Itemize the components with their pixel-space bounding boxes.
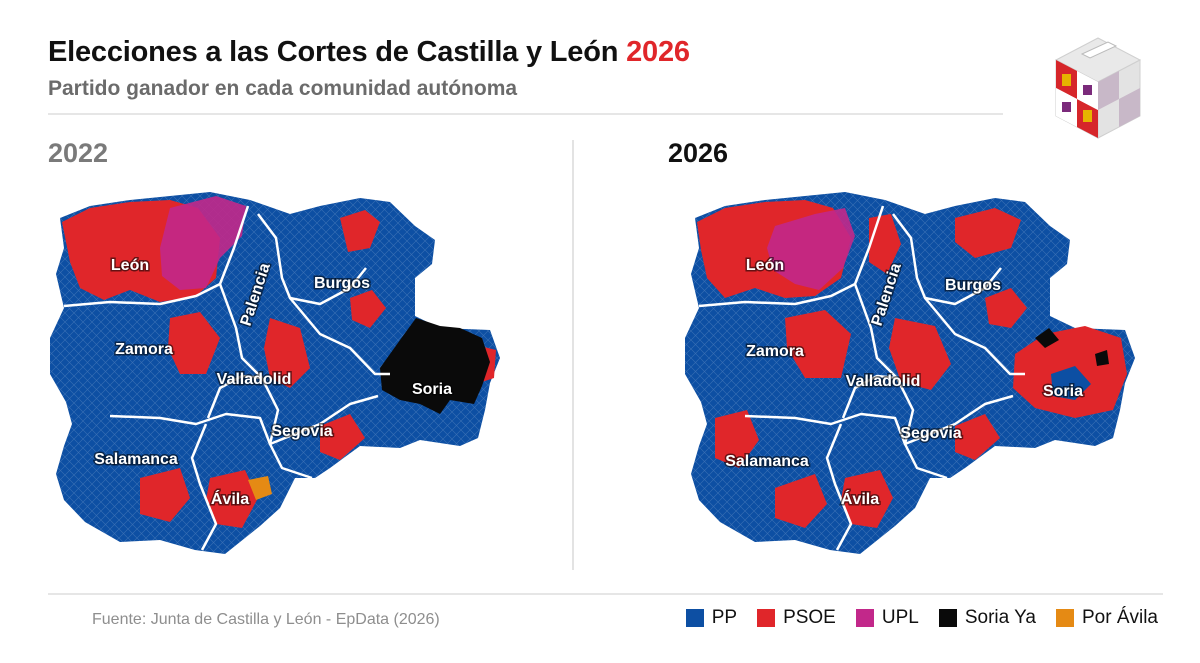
- province-label-segovia: Segovia: [271, 423, 332, 440]
- legend-label-soria-ya: Soria Ya: [964, 607, 1036, 628]
- legend-item-pp: PP: [685, 607, 738, 629]
- province-label-burgos: Burgos: [314, 275, 370, 292]
- psoe-area-avila: [841, 470, 893, 528]
- province-label-avila: Ávila: [841, 489, 879, 508]
- province-label-zamora: Zamora: [746, 343, 804, 360]
- psoe-area-segovia: [320, 414, 365, 460]
- legend-swatch-psoe: [757, 609, 776, 627]
- legend-item-psoe: PSOE: [757, 607, 836, 629]
- soria-ya-area: [1035, 328, 1059, 348]
- title-main: Elecciones a las Cortes de Castilla y Le…: [48, 36, 619, 68]
- psoe-area-salamanca: [715, 410, 759, 468]
- legend-swatch-soria-ya: [938, 609, 957, 627]
- soria-ya-area-2: [1095, 350, 1109, 366]
- psoe-area-burgos-2: [985, 288, 1027, 328]
- province-label-avila: Ávila: [211, 489, 249, 508]
- province-borders: [63, 205, 390, 551]
- chart-subtitle: Partido ganador en cada comunidad autóno…: [48, 77, 518, 100]
- source-note: Fuente: Junta de Castilla y León - EpDat…: [92, 611, 440, 628]
- legend-label-psoe: PSOE: [783, 607, 836, 628]
- chart-title: Elecciones a las Cortes de Castilla y Le…: [48, 36, 690, 69]
- psoe-area-zamora: [785, 310, 851, 378]
- legend-swatch-pp: [685, 609, 704, 627]
- legend-item-soria-ya: Soria Ya: [938, 607, 1036, 629]
- legend-item-por-avila: Por Ávila: [1055, 607, 1158, 629]
- legend: PP PSOE UPL Soria Ya Por Ávila: [685, 607, 1158, 629]
- map-2022: León Palencia Burgos Zamora Valladolid S…: [20, 178, 520, 568]
- legend-label-por-avila: Por Ávila: [1081, 607, 1158, 628]
- province-label-valladolid: Valladolid: [217, 371, 292, 388]
- psoe-area-segovia: [955, 414, 1000, 460]
- header-divider: [48, 113, 1003, 115]
- legend-swatch-upl: [855, 609, 874, 627]
- map-2026: León Palencia Burgos Zamora Valladolid S…: [655, 178, 1155, 568]
- psoe-area-valladolid: [264, 318, 310, 388]
- legend-label-pp: PP: [711, 607, 738, 628]
- province-label-segovia: Segovia: [900, 425, 961, 442]
- maps-divider: [572, 140, 574, 570]
- psoe-area-burgos: [955, 208, 1021, 258]
- legend-swatch-por-avila: [1055, 609, 1074, 627]
- por-avila-area: [248, 476, 272, 500]
- upl-area-leon: [767, 208, 855, 290]
- map-year-2022: 2022: [48, 138, 109, 168]
- psoe-area-avila: [206, 470, 258, 528]
- province-label-soria: Soria: [412, 381, 452, 398]
- province-label-salamanca: Salamanca: [725, 453, 809, 470]
- legend-item-upl: UPL: [855, 607, 919, 629]
- legend-label-upl: UPL: [881, 607, 919, 628]
- psoe-area-burgos: [340, 210, 380, 252]
- soria-ya-area: [380, 318, 490, 414]
- province-label-leon: León: [111, 257, 149, 274]
- province-label-salamanca: Salamanca: [94, 451, 178, 468]
- upl-area-leon: [160, 196, 246, 290]
- psoe-area-salamanca-2: [775, 474, 827, 528]
- province-label-burgos: Burgos: [945, 277, 1001, 294]
- ballot-box-logo-icon: [1052, 30, 1144, 140]
- psoe-area-zamora: [168, 312, 220, 374]
- map-year-2026: 2026: [668, 138, 729, 168]
- province-borders: [698, 205, 1025, 551]
- psoe-area-burgos-2: [350, 290, 386, 328]
- footer-divider: [48, 593, 1163, 595]
- psoe-area-valladolid: [889, 318, 951, 390]
- province-label-valladolid: Valladolid: [846, 373, 921, 390]
- psoe-area-palencia: [869, 214, 901, 274]
- province-label-leon: León: [746, 257, 784, 274]
- psoe-area-salamanca: [140, 468, 190, 522]
- title-year: 2026: [626, 36, 690, 68]
- province-label-zamora: Zamora: [115, 341, 173, 358]
- pp-area-soria: [1051, 366, 1091, 400]
- province-label-soria: Soria: [1043, 383, 1083, 400]
